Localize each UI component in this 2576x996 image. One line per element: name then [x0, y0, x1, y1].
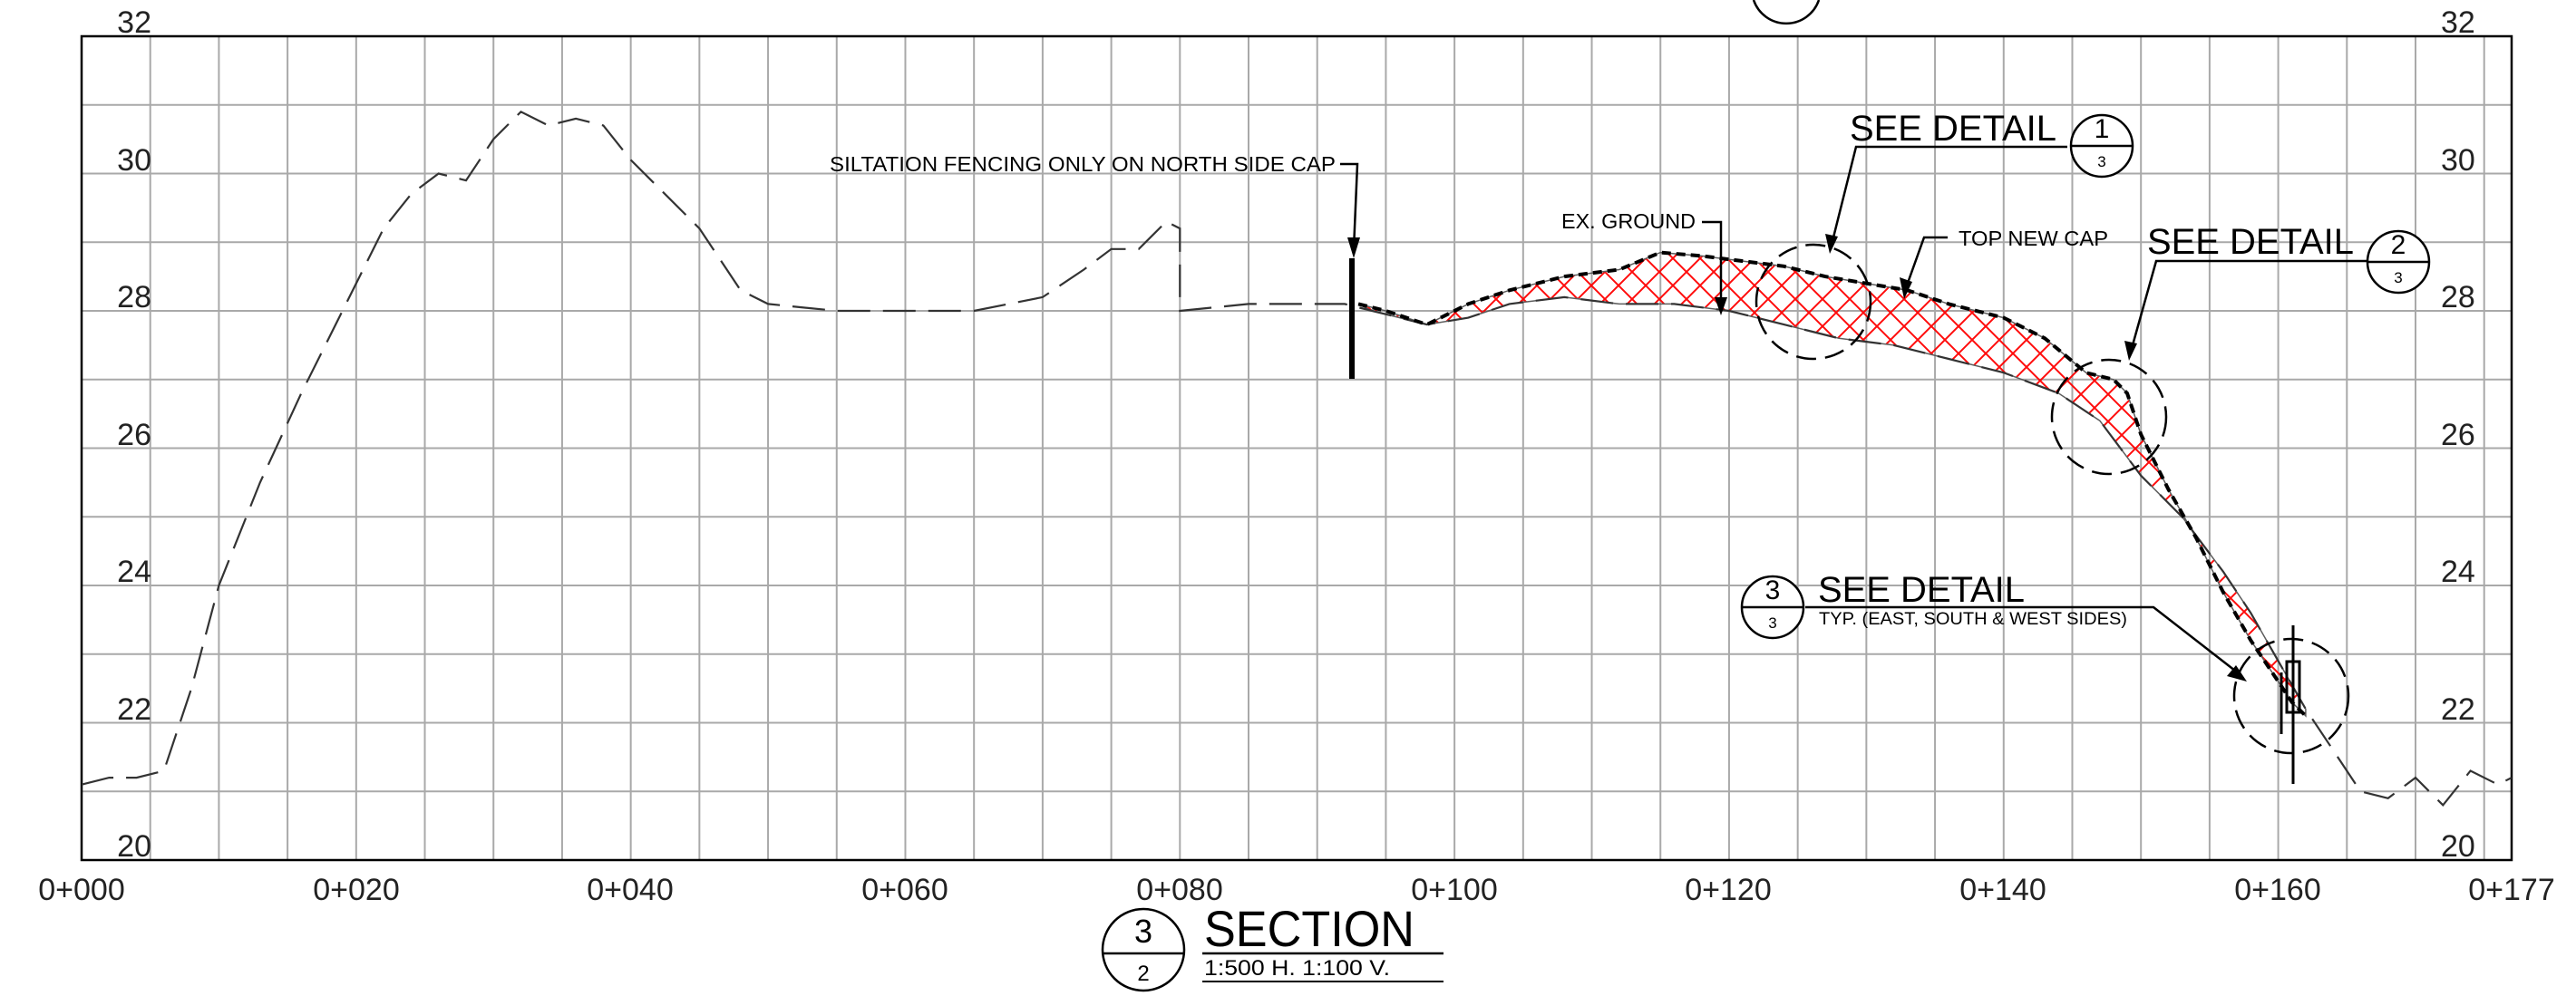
siltation-note-text: SILTATION FENCING ONLY ON NORTH SIDE CAP — [830, 152, 1336, 176]
section-sheet: 2 — [1137, 962, 1149, 986]
elevation-label: 20 — [2441, 829, 2475, 864]
station-label: 0+160 — [2234, 873, 2321, 907]
station-label: 0+120 — [1685, 873, 1772, 907]
detail-2-callout: SEE DETAIL 2 3 — [2124, 222, 2431, 361]
detail-2-title: SEE DETAIL — [2147, 222, 2354, 262]
elevation-label: 32 — [117, 5, 151, 40]
detail-3-subtitle: TYP. (EAST, SOUTH & WEST SIDES) — [1819, 610, 2127, 629]
elevation-label: 28 — [117, 280, 151, 314]
elevation-label: 30 — [117, 143, 151, 178]
elevation-label: 26 — [2441, 418, 2475, 452]
detail-1-sheet: 3 — [2097, 153, 2105, 170]
station-label: 0+020 — [313, 873, 400, 907]
station-label: 0+100 — [1411, 873, 1498, 907]
offscreen-detail-bubble — [1752, 0, 1821, 25]
detail-2-number: 2 — [2391, 230, 2406, 260]
top-new-cap-note: TOP NEW CAP — [1900, 227, 2108, 299]
elevation-label: 26 — [117, 418, 151, 452]
ex-ground-text: EX. GROUND — [1561, 209, 1696, 233]
section-title-block: 3 2 SECTION 1:500 H. 1:100 V. — [1101, 900, 1444, 992]
detail-1-number: 1 — [2095, 114, 2110, 144]
detail-1-title: SEE DETAIL — [1850, 109, 2056, 149]
top-new-cap-text: TOP NEW CAP — [1959, 227, 2108, 250]
detail-2-callout-circle — [2050, 358, 2168, 476]
section-title: SECTION — [1204, 900, 1414, 957]
station-label: 0+040 — [587, 873, 674, 907]
station-labels: 0+000 0+020 0+040 0+060 0+080 0+100 0+12… — [38, 873, 2555, 907]
detail-2-sheet: 3 — [2394, 269, 2402, 286]
top-new-cap-line — [1357, 250, 2308, 718]
section-scale: 1:500 H. 1:100 V. — [1204, 956, 1390, 981]
detail-3-number: 3 — [1765, 575, 1781, 605]
detail-1-callout-circle — [1755, 243, 1872, 361]
station-label: 0+060 — [861, 873, 948, 907]
station-label: 0+140 — [1959, 873, 2046, 907]
station-label: 0+000 — [38, 873, 125, 907]
elevation-label: 24 — [117, 555, 151, 589]
elevation-label: 30 — [2441, 143, 2475, 178]
detail-3-callout-circle — [2232, 637, 2350, 755]
existing-ground-line — [81, 110, 2513, 807]
elevation-label: 32 — [2441, 5, 2475, 40]
new-cap-hatch — [1357, 251, 2307, 718]
grid-frame — [80, 34, 2513, 862]
right-elevation-labels: 32 30 28 26 24 22 20 — [2441, 5, 2475, 864]
ex-ground-note: EX. GROUND — [1561, 209, 1727, 315]
detail-3-title: SEE DETAIL — [1818, 570, 2025, 610]
detail-3-sheet: 3 — [1768, 614, 1776, 632]
elevation-label: 22 — [117, 692, 151, 727]
section-number: 3 — [1134, 913, 1152, 950]
left-elevation-labels: 32 30 28 26 24 22 20 — [117, 5, 151, 864]
elevation-label: 20 — [117, 829, 151, 864]
elevation-label: 22 — [2441, 692, 2475, 727]
station-label: 0+080 — [1136, 873, 1223, 907]
detail-3-callout: 3 3 SEE DETAIL TYP. (EAST, SOUTH & WEST … — [1740, 570, 2247, 682]
section-bubble — [1101, 907, 1186, 992]
siltation-fence-south — [2280, 625, 2301, 784]
elevation-label: 24 — [2441, 555, 2475, 589]
siltation-note: SILTATION FENCING ONLY ON NORTH SIDE CAP — [830, 152, 1360, 258]
detail-1-callout: SEE DETAIL 1 3 — [1825, 109, 2134, 254]
elevation-label: 28 — [2441, 280, 2475, 314]
station-label: 0+177 — [2468, 873, 2555, 907]
